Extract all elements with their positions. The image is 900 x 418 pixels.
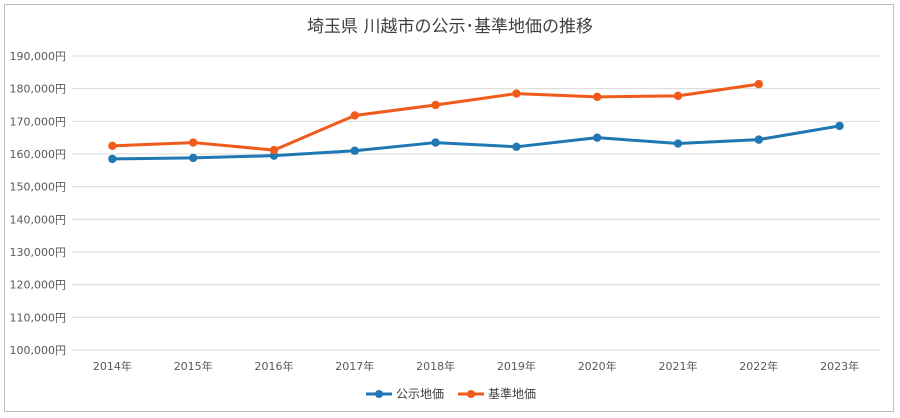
y-tick-label: 170,000円: [10, 115, 67, 128]
series-1: [108, 121, 844, 164]
data-point: [593, 133, 602, 142]
data-point: [673, 91, 683, 101]
x-tick-label: 2016年: [255, 359, 294, 373]
x-tick-label: 2021年: [659, 359, 698, 373]
chart-frame: [4, 4, 894, 412]
y-axis-ticks: 100,000円 110,000円 120,000円 130,000円 140,000円…: [10, 50, 67, 357]
data-point: [593, 92, 602, 102]
series-line: [110, 124, 842, 161]
y-tick-label: 140,000円: [10, 213, 67, 226]
y-tick-label: 190,000円: [10, 50, 67, 63]
series-2: [108, 79, 763, 155]
gridlines: [72, 55, 880, 351]
data-point: [108, 141, 117, 151]
legend-item: 公示地価: [366, 387, 444, 401]
chart-title: 埼玉県 川越市の公示･基準地価の推移: [307, 17, 593, 37]
legend-swatch-marker: [375, 390, 383, 398]
legend: 公示地価 基準地価: [366, 386, 536, 401]
y-tick-label: 160,000円: [10, 148, 67, 161]
data-point: [512, 142, 521, 152]
x-tick-label: 2015年: [174, 359, 213, 373]
legend-swatch-marker: [467, 390, 475, 398]
data-point: [350, 111, 359, 120]
data-point: [431, 100, 440, 110]
data-point: [189, 138, 198, 147]
x-axis-ticks: 2014年 2015年 2016年 2017年 2018年 2019年 2020年 2021年…: [93, 359, 859, 373]
data-point: [108, 154, 117, 164]
data-point: [754, 79, 763, 89]
y-tick-label: 110,000円: [10, 311, 67, 324]
data-point: [512, 89, 521, 98]
x-tick-label: 2022年: [739, 359, 778, 373]
data-point: [835, 121, 844, 131]
legend-label: 基準地価: [488, 386, 536, 401]
series-group: [108, 79, 844, 164]
data-point: [350, 146, 359, 155]
data-point: [673, 139, 683, 148]
x-tick-label: 2018年: [416, 359, 455, 373]
data-point: [269, 145, 279, 155]
x-tick-label: 2017年: [335, 359, 374, 373]
x-tick-label: 2023年: [820, 359, 859, 373]
legend-label: 公示地価: [396, 387, 444, 401]
legend-item: 基準地価: [458, 386, 536, 401]
y-tick-label: 150,000円: [10, 181, 67, 194]
y-tick-label: 100,000円: [10, 344, 67, 357]
x-tick-label: 2019年: [497, 359, 536, 373]
x-tick-label: 2014年: [93, 359, 132, 373]
y-tick-label: 130,000円: [10, 246, 67, 259]
data-point: [431, 138, 440, 147]
y-tick-label: 180,000円: [10, 83, 67, 96]
y-tick-label: 120,000円: [10, 279, 67, 292]
x-tick-label: 2020年: [578, 359, 617, 373]
data-point: [189, 153, 198, 163]
data-point: [754, 135, 763, 144]
